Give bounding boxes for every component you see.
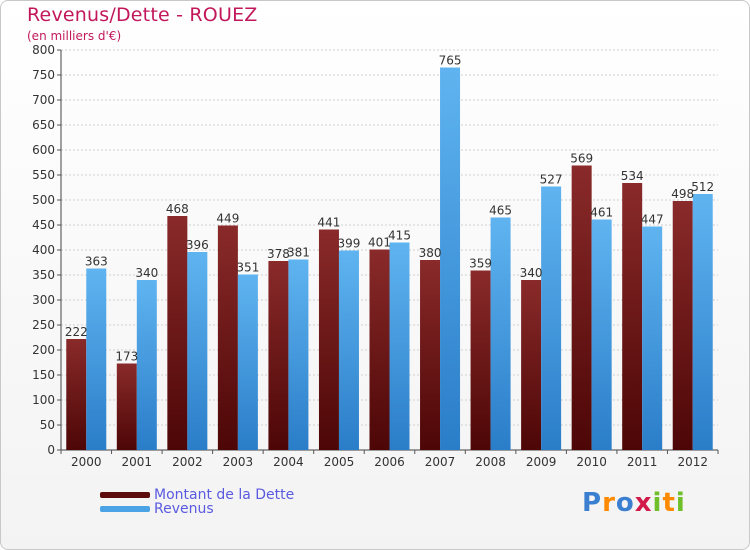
- data-label-revenue: 527: [540, 173, 563, 187]
- data-label-debt: 359: [469, 257, 492, 271]
- x-tick-label: 2001: [122, 455, 153, 469]
- data-label-debt: 534: [621, 169, 644, 183]
- y-tick-label: 700: [32, 93, 55, 107]
- bar-revenue: [642, 226, 663, 450]
- bar-revenue: [86, 268, 107, 450]
- data-label-revenue: 765: [439, 54, 462, 68]
- y-tick-label: 650: [32, 118, 55, 132]
- bar-debt: [167, 216, 188, 450]
- y-tick-label: 200: [32, 343, 55, 357]
- x-tick-label: 2002: [172, 455, 203, 469]
- data-label-revenue: 363: [85, 255, 108, 269]
- y-tick-label: 100: [32, 393, 55, 407]
- bar-debt: [318, 229, 339, 450]
- data-label-revenue: 396: [186, 238, 209, 252]
- logo-letter: i: [652, 488, 663, 518]
- legend-swatch-debt: [100, 492, 150, 498]
- data-label-debt: 173: [115, 350, 138, 364]
- bar-debt: [521, 280, 542, 450]
- bar-revenue: [692, 194, 713, 450]
- data-label-debt: 449: [216, 212, 239, 226]
- logo-letter: r: [602, 488, 616, 518]
- x-tick-label: 2000: [71, 455, 102, 469]
- bar-revenue: [136, 280, 157, 450]
- data-label-debt: 380: [419, 246, 442, 260]
- bar-debt: [116, 363, 137, 450]
- x-tick-label: 2004: [273, 455, 304, 469]
- y-tick-label: 400: [32, 243, 55, 257]
- data-label-debt: 401: [368, 236, 391, 250]
- x-tick-label: 2012: [677, 455, 708, 469]
- bar-revenue: [288, 259, 309, 450]
- y-tick-label: 500: [32, 193, 55, 207]
- data-label-debt: 569: [570, 152, 593, 166]
- x-tick-label: 2005: [324, 455, 355, 469]
- data-label-revenue: 461: [590, 206, 613, 220]
- data-label-revenue: 381: [287, 246, 310, 260]
- bar-debt: [672, 201, 693, 450]
- data-label-debt: 498: [671, 187, 694, 201]
- y-tick-label: 0: [47, 443, 55, 457]
- data-label-revenue: 340: [135, 266, 158, 280]
- bar-revenue: [541, 186, 562, 450]
- x-tick-label: 2006: [374, 455, 405, 469]
- data-label-debt: 441: [318, 216, 341, 230]
- bar-revenue: [187, 252, 208, 450]
- data-label-revenue: 351: [236, 261, 259, 275]
- x-tick-label: 2007: [425, 455, 456, 469]
- bar-revenue: [440, 67, 461, 450]
- logo-letter: t: [662, 488, 676, 518]
- y-tick-label: 300: [32, 293, 55, 307]
- data-label-revenue: 512: [691, 180, 714, 194]
- legend-item-debt: Montant de la Dette: [100, 487, 294, 503]
- bar-revenue: [490, 217, 511, 450]
- x-tick-label: 2011: [627, 455, 658, 469]
- bar-revenue: [237, 274, 258, 450]
- bar-debt: [66, 339, 87, 450]
- logo-letter: i: [675, 488, 686, 518]
- y-tick-label: 350: [32, 268, 55, 282]
- data-label-debt: 222: [65, 325, 88, 339]
- bar-debt: [571, 165, 592, 450]
- logo-letter: o: [615, 488, 635, 518]
- x-tick-label: 2009: [526, 455, 557, 469]
- bar-revenue: [591, 219, 612, 450]
- bar-debt: [369, 249, 390, 450]
- x-tick-label: 2010: [576, 455, 607, 469]
- data-label-revenue: 465: [489, 204, 512, 218]
- y-tick-label: 550: [32, 168, 55, 182]
- bar-revenue: [338, 250, 359, 450]
- y-tick-label: 150: [32, 368, 55, 382]
- data-label-debt: 468: [166, 202, 189, 216]
- legend-label-debt: Montant de la Dette: [154, 487, 295, 503]
- data-label-revenue: 447: [641, 213, 664, 227]
- data-label-debt: 378: [267, 247, 290, 261]
- logo-letter: x: [634, 488, 653, 518]
- bar-revenue: [389, 242, 410, 450]
- y-tick-label: 250: [32, 318, 55, 332]
- legend-label-revenue: Revenus: [154, 501, 214, 517]
- x-tick-label: 2008: [475, 455, 506, 469]
- y-tick-label: 450: [32, 218, 55, 232]
- data-label-revenue: 399: [338, 237, 361, 251]
- y-tick-label: 50: [40, 418, 55, 432]
- logo-letter: P: [582, 488, 603, 518]
- chart-subtitle: (en milliers d'€): [27, 29, 122, 43]
- chart-title: Revenus/Dette - ROUEZ: [27, 4, 258, 26]
- y-tick-label: 750: [32, 68, 55, 82]
- proxiti-logo: Proxiti: [582, 488, 686, 518]
- bar-debt: [470, 270, 491, 450]
- data-label-revenue: 415: [388, 229, 411, 243]
- data-label-debt: 340: [520, 266, 543, 280]
- y-tick-label: 600: [32, 143, 55, 157]
- bar-debt: [217, 225, 238, 450]
- x-tick-label: 2003: [223, 455, 254, 469]
- bar-debt: [420, 260, 441, 450]
- legend-swatch-revenue: [100, 506, 150, 512]
- bar-debt: [622, 183, 643, 450]
- y-tick-label: 800: [32, 43, 55, 57]
- legend-item-revenue: Revenus: [100, 501, 214, 517]
- bar-debt: [268, 261, 289, 450]
